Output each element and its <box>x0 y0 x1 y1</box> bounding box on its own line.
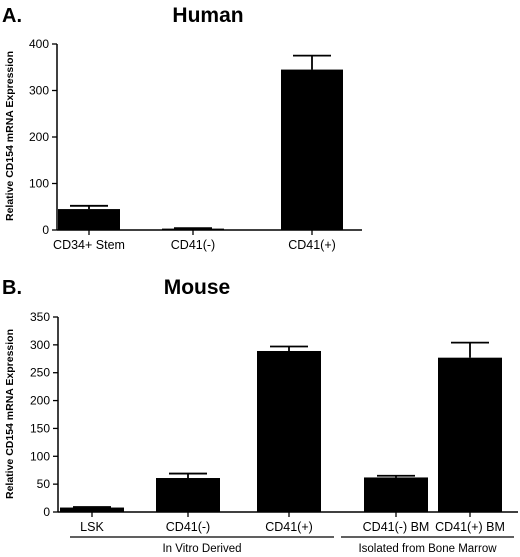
panel-b-category-label: CD41(-) <box>166 520 210 534</box>
panel-b-bar <box>438 357 502 512</box>
panel-b-bar <box>257 350 321 512</box>
panel-a-y-tick-label: 100 <box>29 177 49 191</box>
panel-b-category-label: CD41(+) <box>265 520 313 534</box>
panel-a-y-axis-label: Relative CD154 mRNA Expression <box>4 51 16 221</box>
panel-b-bar <box>60 507 124 512</box>
panel-b-category-label: CD41(+) BM <box>435 520 505 534</box>
panel-a-y-tick-label: 300 <box>29 84 49 98</box>
panel-b-y-axis-label: Relative CD154 mRNA Expression <box>4 329 16 499</box>
panel-b-y-tick-label: 150 <box>30 421 50 435</box>
panel-b-y-tick-label: 50 <box>37 477 51 491</box>
panel-b-group-label: In Vitro Derived <box>162 543 241 555</box>
panel-a-bar <box>58 209 120 230</box>
panel-a-bar <box>162 228 224 230</box>
panel-a-y-tick-label: 200 <box>29 130 49 144</box>
panel-a-y-tick-label: 400 <box>29 37 49 51</box>
panel-a-category-label: CD41(-) <box>171 238 215 252</box>
panel-a-category-label: CD34+ Stem <box>53 238 125 252</box>
panel-b-letter: B. <box>2 277 22 299</box>
panel-b-group-label: Isolated from Bone Marrow <box>358 543 497 555</box>
panel-b-y-tick-label: 350 <box>30 310 50 324</box>
panel-b-bar <box>156 478 220 512</box>
panel-a-plot: 0 100 200 300 400 CD34+ Stem CD41(-) CD41(+) <box>29 37 362 252</box>
panel-b-bar <box>364 477 428 512</box>
panel-a-bar <box>281 69 343 230</box>
panel-a-y-tick-label: 0 <box>42 223 49 237</box>
panel-a-letter: A. <box>2 5 22 27</box>
panel-b-y-tick-label: 300 <box>30 338 50 352</box>
panel-b-category-label: CD41(-) BM <box>363 520 430 534</box>
panel-a-title: Human <box>172 4 243 27</box>
panel-b-y-tick-label: 100 <box>30 449 50 463</box>
panel-a-category-label: CD41(+) <box>288 238 336 252</box>
panel-b-plot: 0 50 100 150 200 250 300 350 LSK CD41(-) CD41(+) CD… <box>30 310 518 555</box>
panel-b-category-label: LSK <box>80 520 104 534</box>
panel-b-y-tick-label: 200 <box>30 394 50 408</box>
panel-b-y-tick-label: 0 <box>43 505 50 519</box>
panel-b-title: Mouse <box>164 276 231 299</box>
panel-b-y-tick-label: 250 <box>30 366 50 380</box>
